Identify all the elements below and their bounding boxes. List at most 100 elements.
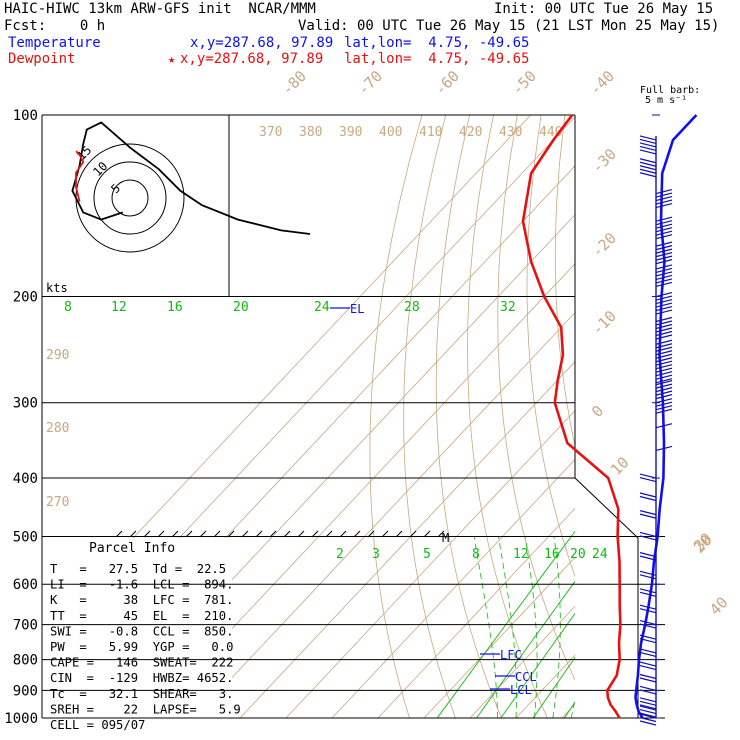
dewpoint-latlon: lat,lon= 4.75, -49.65 — [344, 51, 530, 67]
hatch-mark — [171, 530, 179, 538]
wind-barb — [655, 339, 673, 363]
wind-barb-flag — [639, 492, 657, 498]
wind-barb-flag — [639, 700, 657, 706]
wind-barb-flag — [639, 716, 657, 723]
parcel-info-row: CELL = 095/07 — [50, 718, 145, 732]
wind-barb — [639, 492, 657, 502]
isotherm-label: -20 — [588, 229, 620, 261]
hodograph-background — [42, 115, 229, 296]
wind-barb-flag — [639, 145, 657, 152]
mixing-ratio-label: 16 — [544, 547, 560, 562]
parcel-info-background — [42, 538, 232, 718]
wind-barb-flag — [655, 267, 673, 274]
wind-barb — [639, 634, 657, 644]
isotherm-line — [331, 458, 575, 718]
wind-barb-flag — [639, 135, 657, 141]
isotherm-label: -10 — [588, 307, 620, 339]
wind-barb-flag — [655, 199, 673, 205]
dry-adiabat-line — [609, 115, 740, 718]
mixing-ratio-label: 20 — [570, 547, 586, 562]
parcel-info-row: SWI = -0.8 CCL = 850. — [50, 624, 233, 638]
pressure-tick-label: 800 — [13, 653, 38, 669]
wind-barb-flag — [655, 371, 673, 377]
wind-barb-flag — [639, 161, 657, 167]
wind-barb-flag — [639, 651, 657, 658]
isotherm-label: 0 — [588, 402, 607, 421]
wind-barb-flag — [655, 401, 673, 407]
wind-barb-flag — [639, 165, 657, 171]
wind-barb-flag — [655, 320, 673, 326]
pressure-tick-label: 500 — [13, 529, 38, 545]
wind-barb-flag — [639, 588, 657, 594]
wind-barb-flag — [639, 168, 657, 174]
potential-temperature-label: 380 — [299, 125, 322, 140]
wind-barb-flag — [639, 713, 657, 719]
hatch-mark — [311, 530, 319, 538]
wind-barb-flag — [639, 555, 657, 561]
wind-barb — [639, 588, 657, 597]
mixing-ratio-label: 12 — [111, 300, 127, 315]
hatch-mark — [395, 530, 403, 538]
wind-barb-flag — [639, 704, 657, 710]
mixing-ratio-label: 24 — [314, 300, 330, 315]
wind-barb-flag — [639, 531, 657, 538]
wind-barb-flag — [655, 241, 673, 247]
isotherm-label: 30 — [690, 529, 716, 555]
isotherm-label: -70 — [354, 67, 386, 99]
wind-barb-flag — [639, 620, 657, 626]
wind-barb-flag — [639, 677, 657, 683]
moist-adiabat-line — [682, 537, 740, 719]
wind-barb — [639, 570, 657, 580]
isotherm-line — [515, 654, 575, 718]
potential-temperature-label: 270 — [46, 495, 69, 510]
wind-barb-flag — [639, 476, 657, 483]
hatch-mark — [227, 530, 235, 538]
wind-barb-flag — [655, 364, 673, 370]
hatch-mark — [143, 530, 151, 538]
wind-barb-column — [639, 114, 673, 726]
mixing-ratio-label: 8 — [64, 300, 72, 315]
dry-adiabat-line — [732, 115, 740, 718]
pressure-tick-label: 900 — [13, 683, 38, 699]
wind-barb-flag — [655, 245, 673, 251]
wind-barb-flag — [639, 685, 657, 691]
potential-temperature-label: 280 — [46, 421, 69, 436]
wind-barb-flag — [655, 220, 673, 226]
wind-barb-flag — [655, 383, 673, 389]
parcel-info-row: CAPE = 146 SWEAT= 222 — [50, 656, 233, 670]
parcel-info-row: SREH = 22 LAPSE= 5.9 — [50, 702, 241, 716]
wind-barb — [655, 316, 673, 340]
mixing-ratio-line — [666, 297, 740, 719]
isotherm-label: -80 — [278, 67, 310, 99]
isotherm-line — [239, 361, 575, 718]
dry-adiabat-line — [526, 115, 575, 578]
wind-barb-flag — [639, 570, 657, 576]
wind-barb-flag — [655, 216, 673, 222]
hatch-mark — [157, 530, 165, 538]
isotherm-line — [285, 409, 575, 718]
temperature-legend-label: Temperature — [8, 35, 101, 51]
parcel-info-row: PW = 5.99 YGP = 0.0 — [50, 640, 233, 654]
mixing-ratio-label: 16 — [167, 300, 183, 315]
wind-barb-flag — [655, 398, 673, 404]
isotherm-line — [377, 507, 575, 718]
mixing-ratio-line — [532, 656, 575, 718]
hatch-mark — [115, 530, 123, 538]
moist-adiabat-line — [524, 536, 538, 718]
wind-barb — [639, 705, 657, 718]
parcel-info-row: CIN = -129 HWBZ= 4652. — [50, 671, 233, 685]
wind-barb-flag — [655, 394, 673, 400]
wind-barb-flag — [655, 339, 673, 345]
wind-barb-flag — [639, 705, 657, 711]
isotherm-label: 10 — [607, 453, 633, 479]
dry-adiabat-line — [708, 115, 740, 718]
potential-temperature-label: 400 — [379, 125, 402, 140]
hatch-mark — [241, 530, 249, 538]
wind-barb-flag — [639, 689, 657, 695]
moist-adiabat-line — [663, 537, 736, 719]
parcel-info-row: K = 38 LFC = 781. — [50, 593, 233, 607]
mixing-ratio-label: 3 — [372, 547, 380, 562]
wind-barb-flag — [655, 234, 673, 240]
